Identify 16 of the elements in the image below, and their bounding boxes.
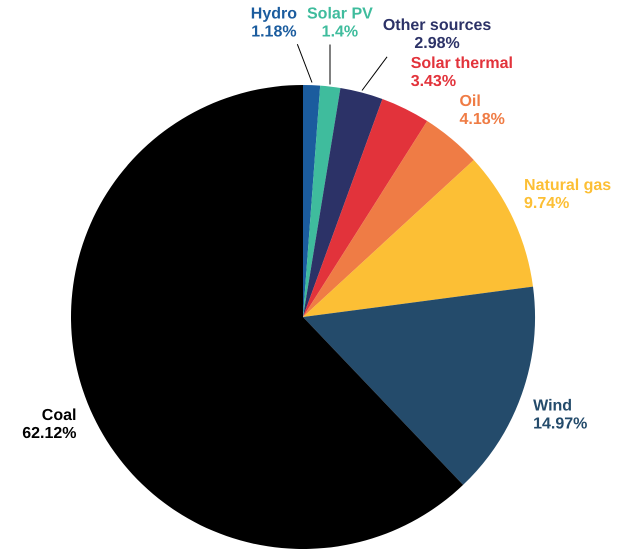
data-label: 1.4%: [322, 23, 358, 40]
data-label: 1.18%: [251, 23, 297, 40]
data-label: 4.18%: [459, 111, 505, 128]
slice-label: Other sources: [382, 17, 492, 34]
slice-label: Wind: [533, 398, 572, 415]
data-label: 3.43%: [410, 73, 456, 90]
data-label: 62.12%: [22, 425, 76, 442]
data-label: 2.98%: [414, 35, 460, 52]
slice-label: Coal: [42, 407, 76, 424]
slice-label: Hydro: [250, 5, 298, 22]
slice-label: Natural gas: [524, 177, 612, 194]
slice-label: Solar thermal: [410, 55, 513, 72]
slice-label: Solar PV: [306, 5, 374, 22]
data-label: 14.97%: [533, 416, 588, 433]
data-label: 9.74%: [524, 195, 570, 212]
slice-label: Oil: [459, 93, 481, 110]
